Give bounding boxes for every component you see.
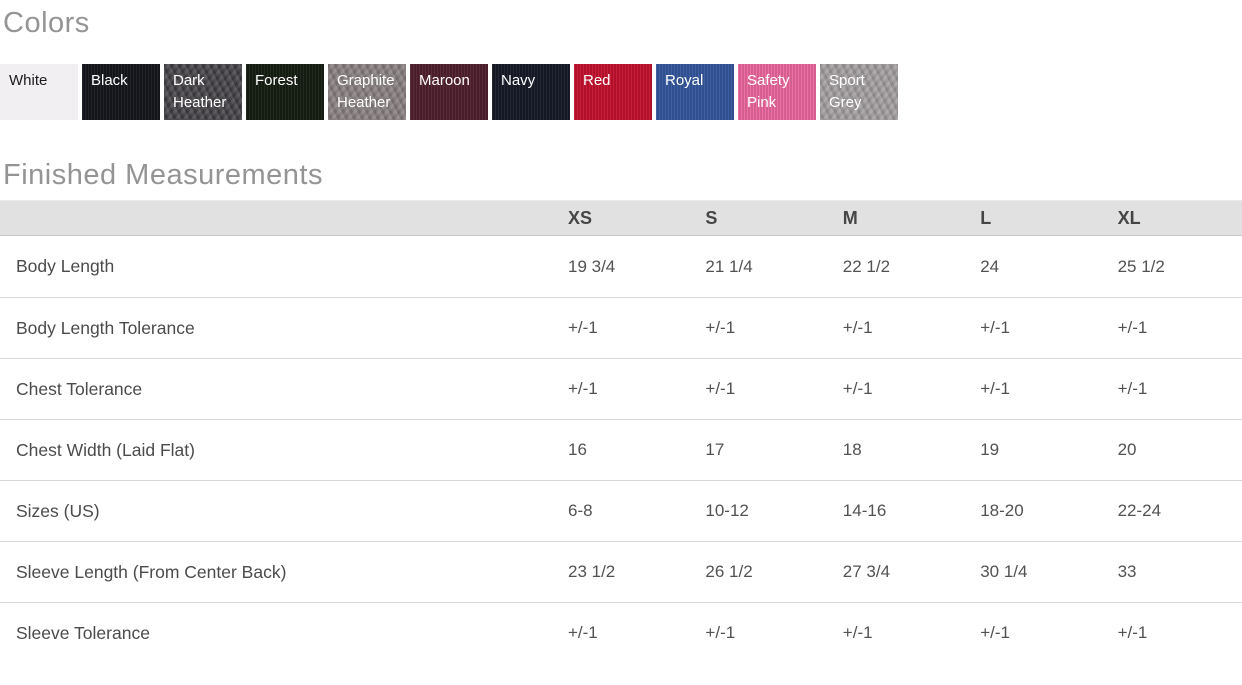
- swatch-label: Graphite Heather: [337, 72, 395, 111]
- color-swatch[interactable]: Maroon: [410, 64, 488, 120]
- table-row: Sizes (US) 6-8 10-12 14-16 18-20 22-24: [0, 480, 1242, 541]
- swatch-label: Safety Pink: [747, 72, 790, 111]
- swatch-label: Black: [91, 72, 128, 89]
- cell-value: 30 1/4: [980, 562, 1028, 581]
- cell-value: +/-1: [1117, 623, 1148, 642]
- row-label: Sleeve Tolerance: [16, 622, 150, 643]
- swatch-label: Navy: [501, 72, 536, 89]
- cell-value: +/-1: [568, 318, 598, 337]
- cell-value: 19 3/4: [568, 256, 616, 276]
- row-label: Body Length Tolerance: [16, 317, 195, 338]
- color-swatch[interactable]: Royal: [656, 64, 734, 120]
- color-swatch[interactable]: Graphite Heather: [328, 64, 406, 120]
- swatch-label: Maroon: [419, 72, 470, 89]
- cell-value: 16: [568, 440, 587, 459]
- color-swatch[interactable]: Forest: [246, 64, 324, 120]
- row-label: Chest Tolerance: [16, 378, 143, 399]
- cell-value: 21 1/4: [705, 256, 753, 276]
- swatch-label: Sport Grey: [829, 72, 865, 111]
- cell-value: 25 1/2: [1117, 256, 1165, 276]
- cell-value: 14-16: [842, 501, 887, 520]
- swatch-label: Dark Heather: [173, 72, 227, 111]
- cell-value: 18: [842, 440, 862, 459]
- table-row: Chest Width (Laid Flat) 16 17 18 19 20: [0, 419, 1242, 480]
- cell-value: +/-1: [705, 318, 736, 337]
- cell-value: 18-20: [980, 501, 1024, 520]
- cell-value: +/-1: [980, 623, 1010, 642]
- cell-value: 19: [980, 440, 1000, 459]
- row-label: Sizes (US): [16, 500, 100, 521]
- cell-value: 23 1/2: [568, 562, 616, 581]
- color-swatch[interactable]: Black: [82, 64, 160, 120]
- row-label: Sleeve Length (From Center Back): [16, 561, 287, 582]
- measurements-heading: Finished Measurements: [3, 159, 323, 191]
- cell-value: 27 3/4: [842, 562, 891, 581]
- cell-value: +/-1: [842, 379, 873, 398]
- color-swatch-list: White Black Dark Heather Forest Graphite…: [0, 64, 1242, 120]
- color-swatch[interactable]: Sport Grey: [820, 64, 898, 120]
- color-swatch[interactable]: Safety Pink: [738, 64, 816, 120]
- measurements-table: XS S M L XL Body Length 19 3/4 21 1/4 22 1/2 24…: [0, 200, 1242, 663]
- cell-value: +/-1: [980, 318, 1010, 337]
- table-row: Sleeve Length (From Center Back) 23 1/2 2…: [0, 541, 1242, 602]
- color-swatch[interactable]: Red: [574, 64, 652, 120]
- column-header: XL: [1117, 207, 1141, 228]
- cell-value: 20: [1117, 440, 1137, 459]
- color-swatch[interactable]: Dark Heather: [164, 64, 242, 120]
- cell-value: +/-1: [842, 318, 873, 337]
- table-row: Body Length Tolerance +/-1 +/-1 +/-1 +/-1 +/…: [0, 297, 1242, 358]
- table-row: Chest Tolerance +/-1 +/-1 +/-1 +/-1 +/-1: [0, 358, 1242, 419]
- column-header: L: [980, 207, 992, 228]
- swatch-label: Royal: [665, 72, 704, 89]
- cell-value: +/-1: [568, 623, 598, 642]
- cell-value: 22-24: [1117, 501, 1162, 520]
- table-row: Sleeve Tolerance +/-1 +/-1 +/-1 +/-1 +/-1: [0, 602, 1242, 663]
- cell-value: 6-8: [568, 501, 593, 520]
- cell-value: +/-1: [705, 623, 736, 642]
- cell-value: +/-1: [842, 623, 873, 642]
- color-swatch[interactable]: White: [0, 64, 78, 120]
- column-header: S: [705, 207, 718, 228]
- cell-value: 17: [705, 440, 725, 459]
- color-swatch[interactable]: Navy: [492, 64, 570, 120]
- row-label: Body Length: [16, 256, 115, 276]
- cell-value: +/-1: [980, 379, 1010, 398]
- cell-value: +/-1: [705, 379, 736, 398]
- swatch-label: Red: [583, 72, 611, 89]
- column-header: XS: [568, 207, 593, 228]
- row-label: Chest Width (Laid Flat): [16, 439, 195, 460]
- cell-value: +/-1: [1117, 379, 1148, 398]
- swatch-label: Forest: [255, 72, 298, 89]
- colors-heading: Colors: [3, 7, 90, 39]
- cell-value: 10-12: [705, 501, 749, 520]
- column-header: M: [842, 207, 858, 228]
- cell-value: 26 1/2: [705, 562, 753, 581]
- cell-value: +/-1: [1117, 318, 1148, 337]
- cell-value: 33: [1117, 562, 1137, 581]
- measurements-table-header: XS S M L XL: [0, 200, 1242, 236]
- table-row: Body Length 19 3/4 21 1/4 22 1/2 24 25 1/2: [0, 236, 1242, 297]
- cell-value: 22 1/2: [842, 256, 891, 276]
- cell-value: 24: [980, 256, 1000, 276]
- cell-value: +/-1: [568, 379, 598, 398]
- swatch-label: White: [9, 72, 48, 89]
